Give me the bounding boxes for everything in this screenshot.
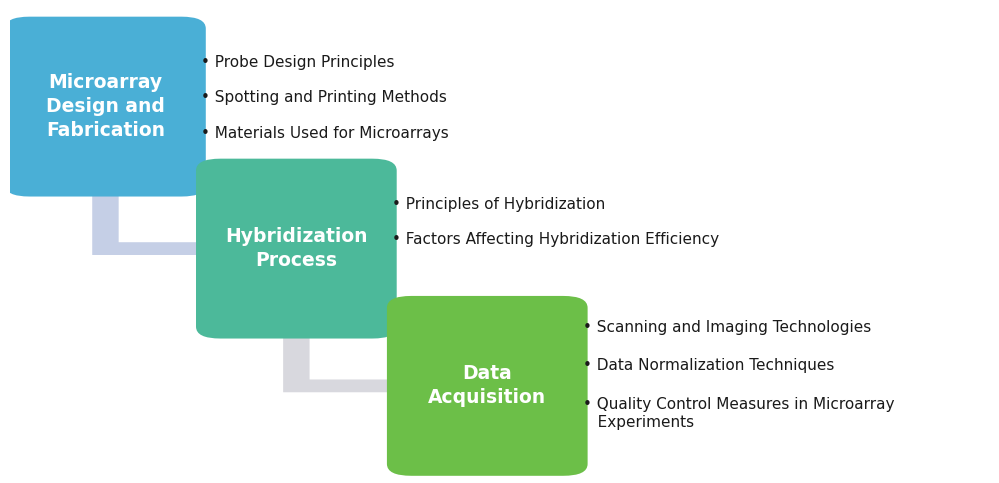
Text: Hybridization
Process: Hybridization Process	[225, 227, 368, 270]
Text: Microarray
Design and
Fabrication: Microarray Design and Fabrication	[46, 73, 165, 141]
Text: • Quality Control Measures in Microarray
   Experiments: • Quality Control Measures in Microarray…	[582, 397, 894, 430]
Text: • Spotting and Printing Methods: • Spotting and Printing Methods	[201, 90, 447, 105]
FancyBboxPatch shape	[387, 296, 587, 476]
Text: • Scanning and Imaging Technologies: • Scanning and Imaging Technologies	[582, 320, 871, 335]
FancyBboxPatch shape	[5, 16, 206, 197]
Text: Data
Acquisition: Data Acquisition	[429, 364, 546, 408]
Text: • Probe Design Principles: • Probe Design Principles	[201, 55, 395, 70]
Polygon shape	[283, 327, 412, 397]
Text: • Principles of Hybridization: • Principles of Hybridization	[392, 197, 605, 212]
Text: • Data Normalization Techniques: • Data Normalization Techniques	[582, 358, 834, 373]
Polygon shape	[92, 185, 221, 259]
FancyBboxPatch shape	[196, 158, 397, 339]
Text: • Factors Affecting Hybridization Efficiency: • Factors Affecting Hybridization Effici…	[392, 232, 719, 247]
Text: • Materials Used for Microarrays: • Materials Used for Microarrays	[201, 126, 449, 141]
